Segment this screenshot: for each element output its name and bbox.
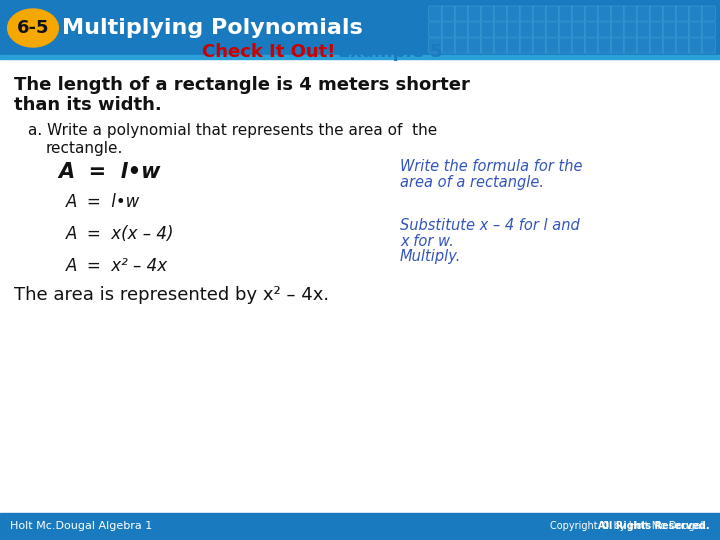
FancyBboxPatch shape <box>585 6 598 21</box>
FancyBboxPatch shape <box>585 22 598 37</box>
Text: Write the formula for the: Write the formula for the <box>400 159 582 173</box>
Text: A  =  l•w: A = l•w <box>58 162 161 182</box>
FancyBboxPatch shape <box>649 6 663 21</box>
FancyBboxPatch shape <box>572 22 585 37</box>
FancyBboxPatch shape <box>428 38 442 53</box>
FancyBboxPatch shape <box>559 38 572 53</box>
FancyBboxPatch shape <box>507 22 521 37</box>
Text: Copyright © by Holt Mc Dougal.: Copyright © by Holt Mc Dougal. <box>551 521 710 531</box>
Text: Check It Out!: Check It Out! <box>202 43 335 61</box>
FancyBboxPatch shape <box>649 38 663 53</box>
Text: Multiplying Polynomials: Multiplying Polynomials <box>62 18 363 38</box>
Text: A  =  x(x – 4): A = x(x – 4) <box>66 225 174 243</box>
Bar <box>0 0 720 55</box>
FancyBboxPatch shape <box>636 22 650 37</box>
FancyBboxPatch shape <box>467 38 482 53</box>
Bar <box>0 513 720 540</box>
FancyBboxPatch shape <box>480 22 495 37</box>
FancyBboxPatch shape <box>624 38 637 53</box>
FancyBboxPatch shape <box>649 22 663 37</box>
Text: All Rights Reserved.: All Rights Reserved. <box>473 521 710 531</box>
Text: A  =  l•w: A = l•w <box>66 193 140 211</box>
FancyBboxPatch shape <box>585 38 598 53</box>
FancyBboxPatch shape <box>533 6 546 21</box>
Text: A  =  x² – 4x: A = x² – 4x <box>66 257 168 275</box>
FancyBboxPatch shape <box>636 6 650 21</box>
Bar <box>0 55 720 59</box>
FancyBboxPatch shape <box>467 6 482 21</box>
FancyBboxPatch shape <box>520 22 534 37</box>
FancyBboxPatch shape <box>624 6 637 21</box>
FancyBboxPatch shape <box>636 38 650 53</box>
FancyBboxPatch shape <box>546 6 559 21</box>
FancyBboxPatch shape <box>507 38 521 53</box>
FancyBboxPatch shape <box>546 22 559 37</box>
FancyBboxPatch shape <box>662 22 677 37</box>
FancyBboxPatch shape <box>520 6 534 21</box>
FancyBboxPatch shape <box>441 38 456 53</box>
FancyBboxPatch shape <box>533 22 546 37</box>
Text: Holt Mc.Dougal Algebra 1: Holt Mc.Dougal Algebra 1 <box>10 521 152 531</box>
Text: rectangle.: rectangle. <box>46 140 123 156</box>
FancyBboxPatch shape <box>611 22 624 37</box>
FancyBboxPatch shape <box>572 6 585 21</box>
FancyBboxPatch shape <box>624 22 637 37</box>
FancyBboxPatch shape <box>533 38 546 53</box>
FancyBboxPatch shape <box>428 6 442 21</box>
FancyBboxPatch shape <box>701 6 716 21</box>
FancyBboxPatch shape <box>598 6 611 21</box>
FancyBboxPatch shape <box>611 6 624 21</box>
FancyBboxPatch shape <box>598 22 611 37</box>
FancyBboxPatch shape <box>454 38 469 53</box>
Text: area of a rectangle.: area of a rectangle. <box>400 174 544 190</box>
FancyBboxPatch shape <box>559 22 572 37</box>
Text: Example 5: Example 5 <box>338 43 443 61</box>
FancyBboxPatch shape <box>688 22 703 37</box>
FancyBboxPatch shape <box>507 6 521 21</box>
FancyBboxPatch shape <box>675 6 690 21</box>
FancyBboxPatch shape <box>611 38 624 53</box>
FancyBboxPatch shape <box>598 38 611 53</box>
FancyBboxPatch shape <box>675 22 690 37</box>
FancyBboxPatch shape <box>480 38 495 53</box>
FancyBboxPatch shape <box>662 6 677 21</box>
FancyBboxPatch shape <box>494 6 508 21</box>
FancyBboxPatch shape <box>467 22 482 37</box>
FancyBboxPatch shape <box>441 6 456 21</box>
FancyBboxPatch shape <box>701 38 716 53</box>
FancyBboxPatch shape <box>520 38 534 53</box>
FancyBboxPatch shape <box>454 22 469 37</box>
Text: The length of a rectangle is 4 meters shorter: The length of a rectangle is 4 meters sh… <box>14 76 470 94</box>
FancyBboxPatch shape <box>428 22 442 37</box>
FancyBboxPatch shape <box>675 38 690 53</box>
Bar <box>0 55 720 512</box>
FancyBboxPatch shape <box>572 38 585 53</box>
FancyBboxPatch shape <box>480 6 495 21</box>
Text: than its width.: than its width. <box>14 96 162 114</box>
Text: The area is represented by x² – 4x.: The area is represented by x² – 4x. <box>14 286 329 304</box>
FancyBboxPatch shape <box>559 6 572 21</box>
FancyBboxPatch shape <box>701 22 716 37</box>
FancyBboxPatch shape <box>662 38 677 53</box>
FancyBboxPatch shape <box>688 38 703 53</box>
Text: x for w.: x for w. <box>400 233 454 248</box>
Text: 6-5: 6-5 <box>17 19 49 37</box>
FancyBboxPatch shape <box>494 38 508 53</box>
FancyBboxPatch shape <box>494 22 508 37</box>
FancyBboxPatch shape <box>546 38 559 53</box>
Text: Multiply.: Multiply. <box>400 248 462 264</box>
Text: a. Write a polynomial that represents the area of  the: a. Write a polynomial that represents th… <box>28 123 437 138</box>
FancyBboxPatch shape <box>688 6 703 21</box>
Circle shape <box>8 9 58 47</box>
Text: Substitute x – 4 for l and: Substitute x – 4 for l and <box>400 219 580 233</box>
FancyBboxPatch shape <box>454 6 469 21</box>
FancyBboxPatch shape <box>441 22 456 37</box>
